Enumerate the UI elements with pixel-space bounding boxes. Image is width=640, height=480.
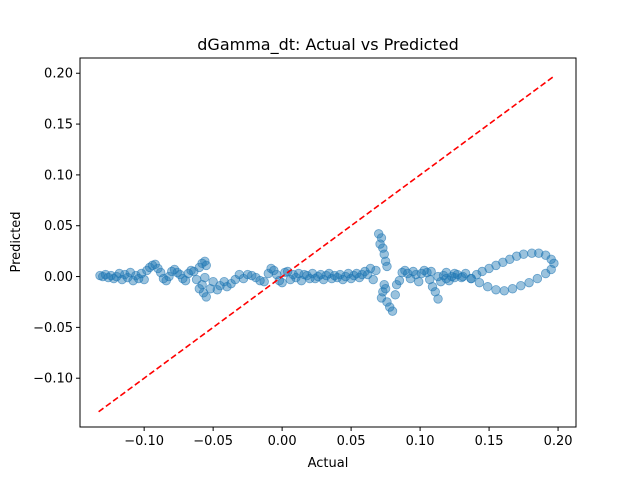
scatter-point [511,251,522,261]
scatter-point [382,297,392,307]
x-tick-label: 0.10 [406,434,435,449]
scatter-point [394,275,405,286]
scatter-point [433,271,443,282]
y-axis-label: Predicted [9,211,24,272]
scatter-point [426,266,436,277]
scatter-point [387,306,398,316]
chart-title: dGamma_dt: Actual vs Predicted [197,35,458,55]
scatter-point [516,281,526,291]
scatter-point [499,286,509,296]
scatter-point [125,267,136,278]
x-tick-label: 0.15 [475,434,504,449]
scatter-point [128,275,138,286]
scatter-point [466,273,476,284]
scatter-point [368,274,378,285]
scatter-point [282,266,293,277]
scatter-point [277,277,287,288]
scatter-point [518,249,529,259]
scatter-point [379,249,389,259]
scatter-point [498,257,508,268]
scatter-point [458,271,468,282]
scatter-point [532,273,543,284]
x-tick-label: −0.10 [124,434,164,449]
scatter-point [427,282,438,292]
reference-line [98,75,555,413]
scatter-point [131,270,141,281]
scatter-point [183,268,194,279]
y-tick-label: 0.20 [44,67,73,82]
scatter-point [483,282,493,292]
scatter-point [259,276,269,287]
scatter-point [441,267,452,278]
scatter-point [505,254,515,264]
scatter-point [324,268,334,279]
x-tick-label: 0.00 [268,434,297,449]
x-tick-label: 0.20 [544,434,573,449]
scatter-point [491,285,501,295]
x-tick-label: 0.05 [337,434,366,449]
scatter-point [474,277,485,288]
scatter-point [382,261,392,272]
scatter-point [357,269,367,280]
scatter-point [371,265,381,276]
scatter-point [376,233,387,243]
scatter-point [201,260,211,271]
scatter-point [433,294,443,304]
scatter-point [205,284,216,294]
scatter-point [139,274,149,285]
scatter-point [365,263,376,274]
scatter-point [390,290,400,300]
scatter-point [491,260,501,271]
scatter-point [180,275,191,286]
x-tick-label: −0.05 [193,434,233,449]
scatter-point [507,284,518,294]
scatter-point [120,269,130,280]
scatter-point [219,276,229,287]
scatter-point [540,268,551,279]
scatter-point [208,276,218,287]
scatter-point [524,277,534,288]
plot-frame [79,57,577,428]
scatter-point [527,248,537,258]
scatter-point [201,292,211,302]
x-axis-label: Actual [308,456,349,471]
y-tick-label: 0.05 [44,219,73,234]
reference-line-layer [98,75,555,413]
scatter-point [302,270,312,281]
scatter-point [380,284,391,294]
scatter-point [484,263,494,274]
scatter-point [477,266,487,277]
y-axis-ticks: −0.10 −0.05 0.00 0.05 0.10 0.15 0.20 [33,67,80,387]
x-axis-ticks: −0.10 −0.05 0.00 0.05 0.10 0.15 0.20 [124,427,573,449]
scatter-point [534,248,544,258]
y-tick-label: −0.10 [33,372,73,387]
points-layer [95,229,559,316]
scatter-point [200,272,210,283]
scatter-point [164,271,174,282]
scatter-point [449,268,460,279]
scatter-point [360,266,370,277]
scatter-point [285,274,296,285]
y-tick-label: −0.05 [33,321,73,336]
y-tick-label: 0.10 [44,168,73,183]
scatter-point [430,287,440,297]
scatter-point [354,272,365,283]
y-tick-label: 0.15 [44,118,73,133]
y-tick-label: 0.00 [44,270,73,285]
scatter-point [117,274,127,285]
scatter-point [414,276,424,287]
